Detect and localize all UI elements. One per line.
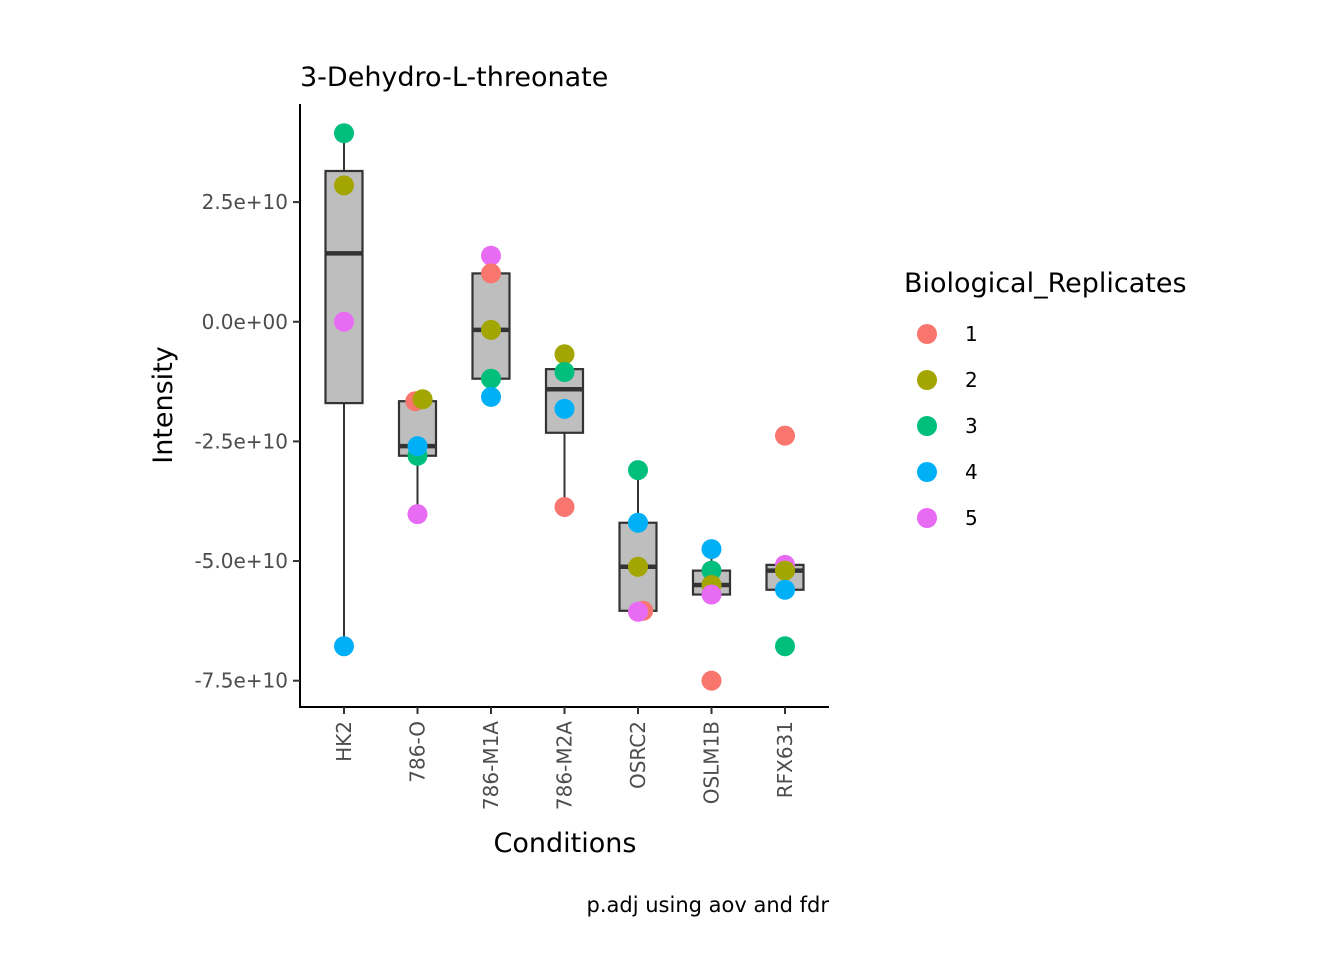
y-tick-label: -2.5e+10 bbox=[194, 429, 288, 453]
chart-title: 3-Dehydro-L-threonate bbox=[300, 62, 608, 93]
point-OSLM1B-rep1 bbox=[701, 670, 722, 691]
point-OSLM1B-rep3 bbox=[701, 560, 722, 581]
x-tick-label: HK2 bbox=[332, 721, 356, 762]
legend-title: Biological_Replicates bbox=[904, 268, 1187, 299]
point-786-M1A-rep1 bbox=[481, 263, 501, 284]
point-786-M1A-rep2 bbox=[481, 319, 501, 340]
point-RFX631-rep3 bbox=[775, 636, 795, 657]
legend-key-3 bbox=[917, 416, 937, 436]
point-786-M2A-rep2 bbox=[554, 344, 575, 365]
point-HK2-rep4 bbox=[334, 636, 354, 657]
plot-area bbox=[324, 123, 805, 691]
legend-entries: 1 2 3 4 5 bbox=[917, 322, 978, 530]
legend-label-3: 3 bbox=[965, 414, 978, 438]
legend-key-5 bbox=[917, 508, 937, 528]
y-tick-label: 2.5e+10 bbox=[202, 190, 288, 214]
y-axis-ticks: 2.5e+10 0.0e+00 -2.5e+10 -5.0e+10 -7.5e+10 bbox=[194, 190, 300, 693]
y-axis-title: Intensity bbox=[148, 346, 179, 464]
legend-label-1: 1 bbox=[965, 322, 978, 346]
y-tick-label: -5.0e+10 bbox=[194, 549, 288, 573]
chart-caption: p.adj using aov and fdr bbox=[587, 893, 830, 917]
point-OSRC2-rep2 bbox=[628, 556, 648, 577]
point-HK2-rep2 bbox=[334, 175, 354, 196]
point-786-O-rep5 bbox=[407, 504, 428, 525]
x-axis-title: Conditions bbox=[494, 828, 637, 859]
box-iqr bbox=[324, 169, 364, 405]
y-tick-label: 0.0e+00 bbox=[202, 310, 288, 334]
point-HK2-rep3 bbox=[334, 123, 354, 144]
x-tick-label: OSRC2 bbox=[626, 721, 650, 789]
y-tick-label: -7.5e+10 bbox=[194, 669, 288, 693]
legend-key-4 bbox=[917, 462, 937, 482]
legend-key-2 bbox=[917, 370, 937, 390]
point-OSRC2-rep5 bbox=[628, 601, 648, 622]
legend-label-5: 5 bbox=[965, 506, 978, 530]
point-786-M2A-rep1 bbox=[554, 496, 575, 517]
legend-key-1 bbox=[917, 324, 937, 344]
point-HK2-rep5 bbox=[334, 311, 354, 332]
box-HK2 bbox=[324, 133, 364, 647]
point-OSLM1B-rep5 bbox=[701, 584, 722, 605]
x-tick-label: 786-M1A bbox=[479, 721, 503, 810]
point-786-M1A-rep3 bbox=[481, 368, 501, 389]
point-786-M1A-rep5 bbox=[481, 245, 501, 266]
point-786-M2A-rep4 bbox=[554, 398, 575, 419]
point-RFX631-rep1 bbox=[775, 425, 795, 446]
x-axis-ticks: HK2 786-O 786-M1A 786-M2A OSRC2 OSLM1B RFX631 bbox=[332, 707, 797, 810]
point-786-M2A-rep3 bbox=[554, 362, 575, 382]
legend: Biological_Replicates 1 2 3 4 5 bbox=[904, 268, 1187, 530]
x-tick-label: 786-O bbox=[406, 721, 430, 783]
point-OSRC2-rep3 bbox=[628, 460, 648, 481]
point-786-M1A-rep4 bbox=[481, 386, 501, 407]
x-tick-label: OSLM1B bbox=[700, 721, 724, 804]
legend-label-2: 2 bbox=[965, 368, 978, 392]
point-RFX631-rep4 bbox=[775, 579, 795, 600]
x-tick-label: 786-M2A bbox=[553, 721, 577, 810]
point-OSLM1B-rep4 bbox=[701, 539, 722, 560]
point-RFX631-rep2 bbox=[775, 560, 795, 581]
point-786-O-rep2 bbox=[412, 389, 433, 410]
point-786-O-rep4 bbox=[407, 436, 428, 457]
box-OSRC2 bbox=[618, 470, 658, 612]
legend-label-4: 4 bbox=[965, 460, 978, 484]
point-OSRC2-rep4 bbox=[628, 512, 648, 533]
x-tick-label: RFX631 bbox=[773, 721, 797, 798]
